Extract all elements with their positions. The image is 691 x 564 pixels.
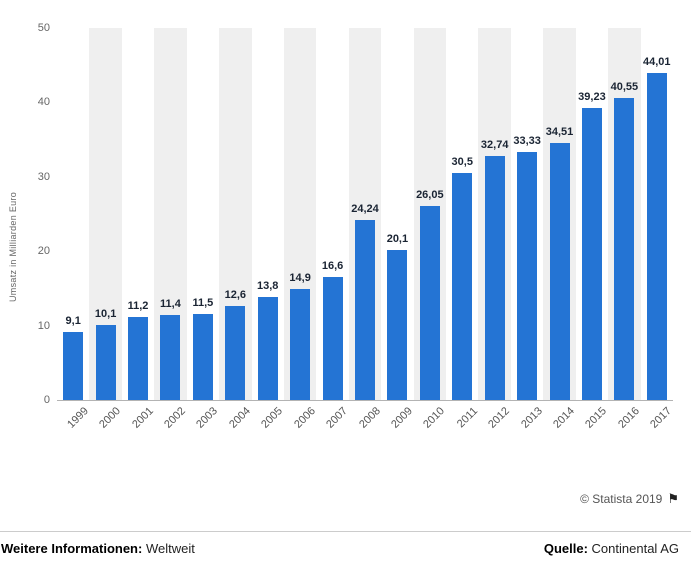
bar-cell: 26,05 2010 [413, 28, 447, 431]
x-tick-label: 2001 [129, 405, 156, 431]
footer-info-row: Weitere Informationen: Weltweit Quelle: … [1, 541, 679, 556]
bar-2011[interactable] [452, 173, 473, 400]
value-label: 13,8 [257, 280, 279, 293]
info-value: Weltweit [145, 541, 195, 556]
bar-cell: 12,6 2004 [219, 28, 253, 431]
x-tick-label: 2003 [194, 405, 221, 431]
bar-cell: 13,8 2005 [252, 28, 285, 430]
quelle: Quelle: Continental AG [544, 541, 679, 556]
y-axis: 0 10 20 30 40 50 [0, 22, 50, 406]
bar-cell: 11,2 2001 [122, 28, 156, 431]
plot-area: 9,1 1999 10,1 2000 11,2 2001 11,4 2002 11,5 2003 1… [57, 28, 674, 431]
bar-cell: 16,6 2007 [316, 28, 350, 431]
x-tick-label: 2009 [389, 405, 415, 431]
x-tick-label: 2015 [583, 405, 610, 431]
x-tick-label: 2010 [421, 405, 448, 431]
bar-cell: 11,4 2002 [154, 28, 188, 431]
value-label: 39,23 [578, 91, 606, 104]
bar-cell: 11,5 2003 [187, 28, 220, 430]
footer-divider [0, 531, 691, 532]
bar-cell: 9,1 1999 [57, 28, 91, 431]
value-label: 30,5 [451, 156, 473, 169]
x-tick-label: 2000 [97, 405, 124, 431]
bar-1999[interactable] [63, 332, 84, 400]
bar-cell: 33,33 2013 [511, 28, 544, 431]
y-tick-label: 30 [37, 170, 50, 183]
bar-cell: 24,24 2008 [348, 28, 382, 431]
bar-cell: 20,1 2009 [381, 28, 415, 430]
x-tick-label: 2012 [486, 405, 513, 431]
bar-cell: 10,1 2000 [89, 28, 123, 431]
bar-2017[interactable] [646, 72, 667, 400]
y-tick-label: 0 [43, 394, 50, 406]
bar-2016[interactable] [614, 98, 635, 400]
bar-2009[interactable] [387, 250, 408, 400]
x-tick-label: 2005 [259, 405, 286, 431]
x-tick-label: 2014 [551, 405, 578, 431]
y-tick-label: 40 [37, 96, 50, 109]
value-label: 11,2 [127, 299, 149, 312]
bar-2006[interactable] [290, 289, 311, 400]
value-label: 11,4 [160, 298, 181, 311]
value-label: 16,6 [321, 259, 344, 272]
bar-cell: 44,01 2017 [641, 28, 674, 431]
bar-2002[interactable] [160, 315, 181, 400]
value-label: 20,1 [386, 233, 409, 246]
value-label: 34,51 [545, 126, 574, 139]
bar-2000[interactable] [95, 324, 116, 400]
bar-2008[interactable] [354, 219, 375, 400]
bar-cell: 34,51 2014 [543, 28, 577, 431]
bar-2015[interactable] [581, 108, 602, 400]
credit-text: © Statista 2019 [580, 492, 663, 506]
bar-cell: 30,5 2011 [446, 28, 480, 430]
bar-2007[interactable] [322, 276, 343, 400]
x-tick-label: 2004 [226, 405, 253, 431]
bar-2012[interactable] [484, 156, 505, 400]
bar-cell: 14,9 2006 [283, 28, 318, 431]
value-label: 24,24 [351, 202, 379, 215]
statista-credit[interactable]: © Statista 2019 ⚑ [580, 491, 679, 507]
value-label: 12,6 [224, 289, 247, 302]
info-label: Weitere Informationen: [1, 541, 143, 556]
x-tick-label: 2013 [518, 405, 545, 431]
x-tick-label: 2006 [291, 405, 318, 431]
source-value: Continental AG [591, 541, 679, 556]
value-label: 40,55 [610, 81, 639, 94]
x-tick-label: 2016 [616, 405, 642, 431]
value-label: 33,33 [513, 135, 541, 148]
bar-chart: Umsatz in Milliarden Euro 0 10 20 30 40 50 9,… [0, 22, 674, 431]
value-label: 44,01 [643, 55, 671, 68]
x-tick-label: 2002 [162, 405, 188, 431]
bar-cell: 40,55 2016 [608, 28, 642, 431]
bar-cell: 39,23 2015 [576, 28, 609, 431]
bar-cell: 32,74 2012 [478, 28, 512, 431]
x-tick-label: 1999 [64, 405, 91, 431]
value-label: 10,1 [94, 307, 117, 320]
bar-2014[interactable] [549, 143, 570, 400]
x-tick-label: 2011 [454, 405, 480, 431]
bar-2001[interactable] [128, 316, 149, 400]
y-tick-label: 50 [37, 22, 50, 34]
x-tick-label: 2007 [324, 405, 351, 431]
value-label: 26,05 [416, 189, 444, 202]
value-label: 32,74 [480, 139, 509, 152]
x-tick-label: 2008 [356, 405, 383, 431]
y-tick-label: 20 [37, 245, 50, 258]
weitere-informationen: Weitere Informationen: Weltweit [1, 541, 195, 556]
statista-flag-icon: ⚑ [667, 491, 679, 506]
bar-2003[interactable] [192, 314, 213, 400]
value-label: 11,5 [192, 297, 214, 310]
bar-2013[interactable] [517, 152, 538, 400]
value-label: 9,1 [65, 315, 81, 328]
value-label: 14,9 [289, 272, 311, 285]
source-label: Quelle: [543, 541, 588, 556]
bar-2010[interactable] [419, 206, 440, 400]
bar-2004[interactable] [225, 306, 246, 400]
y-tick-label: 10 [37, 319, 50, 332]
x-tick-label: 2017 [648, 405, 675, 431]
bar-2005[interactable] [257, 297, 278, 400]
